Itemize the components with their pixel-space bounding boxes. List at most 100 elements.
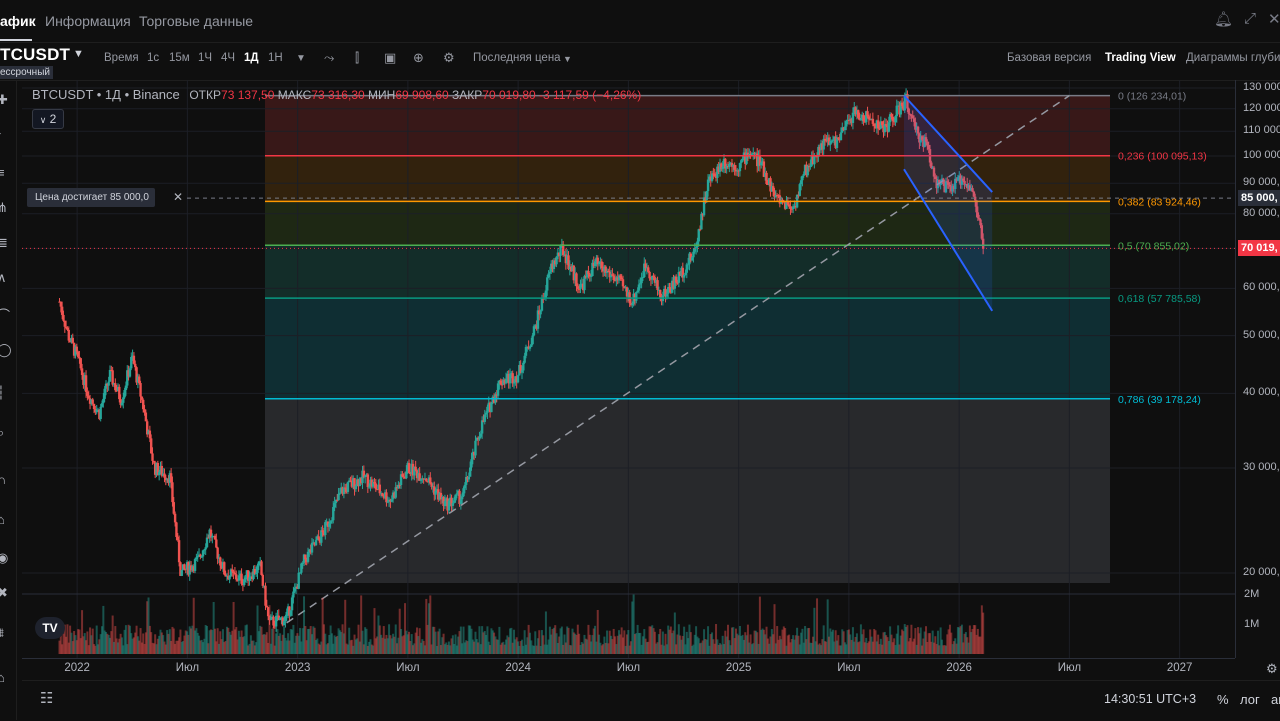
volume-bar bbox=[930, 641, 933, 654]
indicators-toggle[interactable]: ∨ 2 bbox=[32, 109, 64, 129]
volume-bar bbox=[618, 630, 621, 654]
crosshair-icon[interactable]: ✚ bbox=[0, 92, 8, 107]
volume-bar bbox=[740, 635, 743, 654]
candle-body bbox=[519, 365, 522, 373]
candle-body bbox=[682, 274, 686, 278]
camera-icon[interactable]: ▣ bbox=[384, 50, 397, 65]
ruler-icon[interactable]: ┆ bbox=[0, 385, 5, 400]
volume-bar bbox=[607, 643, 610, 654]
pattern-icon[interactable]: ∧ bbox=[0, 270, 7, 285]
volume-bar bbox=[111, 615, 114, 654]
candle-body bbox=[172, 502, 175, 514]
chart-type-icon[interactable]: ⫿ bbox=[355, 50, 360, 65]
candle-body bbox=[82, 374, 85, 385]
calendar-icon[interactable]: ⌂ bbox=[0, 670, 5, 685]
volume-bar bbox=[962, 642, 965, 654]
volume-bar bbox=[600, 645, 603, 654]
brush-icon[interactable]: ⌒ bbox=[0, 308, 11, 323]
volume-bar bbox=[419, 642, 422, 654]
volume-bar bbox=[777, 639, 780, 654]
time-axis[interactable] bbox=[22, 658, 1235, 681]
tab-trading-data[interactable]: Торговые данные bbox=[139, 13, 254, 29]
volume-bar bbox=[244, 625, 247, 654]
more-intervals-icon[interactable]: ▼ bbox=[296, 53, 306, 64]
candle-body bbox=[963, 180, 966, 186]
tab-chart[interactable]: афик bbox=[0, 13, 36, 29]
volume-bar bbox=[437, 631, 440, 654]
tab-information[interactable]: Информация bbox=[45, 13, 131, 29]
interval-1h[interactable]: 1Ч bbox=[198, 52, 213, 64]
volume-bar bbox=[489, 645, 492, 654]
auto-toggle[interactable]: ав bbox=[1271, 692, 1280, 707]
candle-body bbox=[947, 182, 950, 185]
candle-body bbox=[466, 476, 469, 480]
lock-icon[interactable]: ⌂ bbox=[0, 512, 5, 527]
volume-bar bbox=[333, 635, 336, 654]
interval-15m[interactable]: 15м bbox=[169, 52, 190, 64]
candle-body bbox=[693, 248, 696, 252]
candle-body bbox=[660, 297, 663, 302]
eye-icon[interactable]: ◉ bbox=[0, 550, 9, 565]
candle-body bbox=[224, 574, 227, 577]
horizontal-lines-icon[interactable]: ≡ bbox=[0, 165, 5, 180]
view-trading-view[interactable]: Trading View bbox=[1105, 52, 1176, 64]
volume-bar bbox=[909, 637, 912, 654]
time-tick-label: 2023 bbox=[284, 662, 311, 674]
pitchfork-icon[interactable]: ⋔ bbox=[0, 200, 8, 215]
volume-bar bbox=[660, 644, 663, 654]
price-axis[interactable] bbox=[1235, 80, 1280, 658]
volume-bar bbox=[657, 634, 660, 654]
fib-icon[interactable]: ≣ bbox=[0, 235, 8, 250]
view-depth[interactable]: Диаграммы глубины bbox=[1186, 52, 1280, 64]
view-basic[interactable]: Базовая версия bbox=[1007, 52, 1092, 64]
volume-bar bbox=[495, 639, 498, 654]
volume-bar bbox=[190, 628, 193, 654]
fib-level-label: 0,236 (100 095,13) bbox=[1118, 151, 1207, 163]
volume-bar bbox=[584, 638, 587, 654]
candle-body bbox=[153, 462, 157, 475]
axis-settings-icon[interactable]: ⚙ bbox=[1266, 661, 1278, 676]
percent-toggle[interactable]: % bbox=[1217, 692, 1229, 707]
interval-1d[interactable]: 1Д bbox=[244, 52, 259, 64]
interval-1w[interactable]: 1Н bbox=[268, 52, 283, 64]
close-icon[interactable]: ✕ bbox=[1268, 11, 1280, 28]
clock-time[interactable]: 14:30:51 UTC+3 bbox=[1104, 692, 1197, 706]
indicators-icon[interactable]: ⤳ bbox=[324, 50, 335, 65]
candle-body bbox=[862, 114, 865, 122]
volume-bar bbox=[77, 629, 80, 654]
candle-body bbox=[896, 105, 900, 107]
price-type-select[interactable]: Последняя цена bbox=[473, 52, 561, 64]
price-chart[interactable]: 0 (126 234,01) 0,236 (100 095,13) 0,382 (8… bbox=[22, 80, 1235, 658]
log-toggle[interactable]: лог bbox=[1240, 692, 1260, 707]
time-label[interactable]: Время bbox=[104, 52, 139, 64]
interval-4h[interactable]: 4Ч bbox=[221, 52, 236, 64]
calendar-range-icon[interactable]: ☷ bbox=[40, 690, 54, 707]
close-alert-icon[interactable]: ✕ bbox=[172, 190, 184, 205]
candle-body bbox=[891, 116, 894, 122]
interval-1s[interactable]: 1с bbox=[147, 52, 160, 64]
volume-bar bbox=[380, 634, 383, 654]
volume-bar bbox=[412, 645, 415, 654]
add-icon[interactable]: ⊕ bbox=[413, 50, 424, 65]
magnet-icon[interactable]: ∩ bbox=[0, 472, 7, 487]
symbol-name[interactable]: TCUSDT bbox=[0, 45, 71, 64]
price-type-dropdown-icon[interactable]: ▼ bbox=[563, 54, 572, 64]
shape-icon[interactable]: ◯ bbox=[0, 342, 12, 357]
volume-bar bbox=[732, 627, 735, 654]
symbol-dropdown-icon[interactable]: ▼ bbox=[73, 48, 84, 60]
volume-bar bbox=[261, 634, 264, 654]
zoom-icon[interactable]: ⌕ bbox=[0, 425, 5, 440]
volume-bar bbox=[228, 631, 231, 654]
candle-body bbox=[880, 121, 884, 126]
tree-icon[interactable]: ⩩ bbox=[0, 625, 4, 640]
price-alert-label[interactable]: Цена достигает 85 000,0 bbox=[27, 188, 155, 208]
collapse-icon[interactable]: ⤢ bbox=[1244, 10, 1257, 27]
trash-icon[interactable]: ✖ bbox=[0, 585, 8, 600]
candle-body bbox=[492, 396, 496, 403]
candle-body bbox=[826, 137, 829, 141]
settings-icon[interactable]: ⚙ bbox=[443, 50, 455, 65]
bell-icon[interactable]: 🔔︎ bbox=[1214, 11, 1234, 28]
candle-body bbox=[734, 169, 738, 172]
volume-bar bbox=[251, 640, 254, 654]
candle-body bbox=[948, 184, 952, 187]
